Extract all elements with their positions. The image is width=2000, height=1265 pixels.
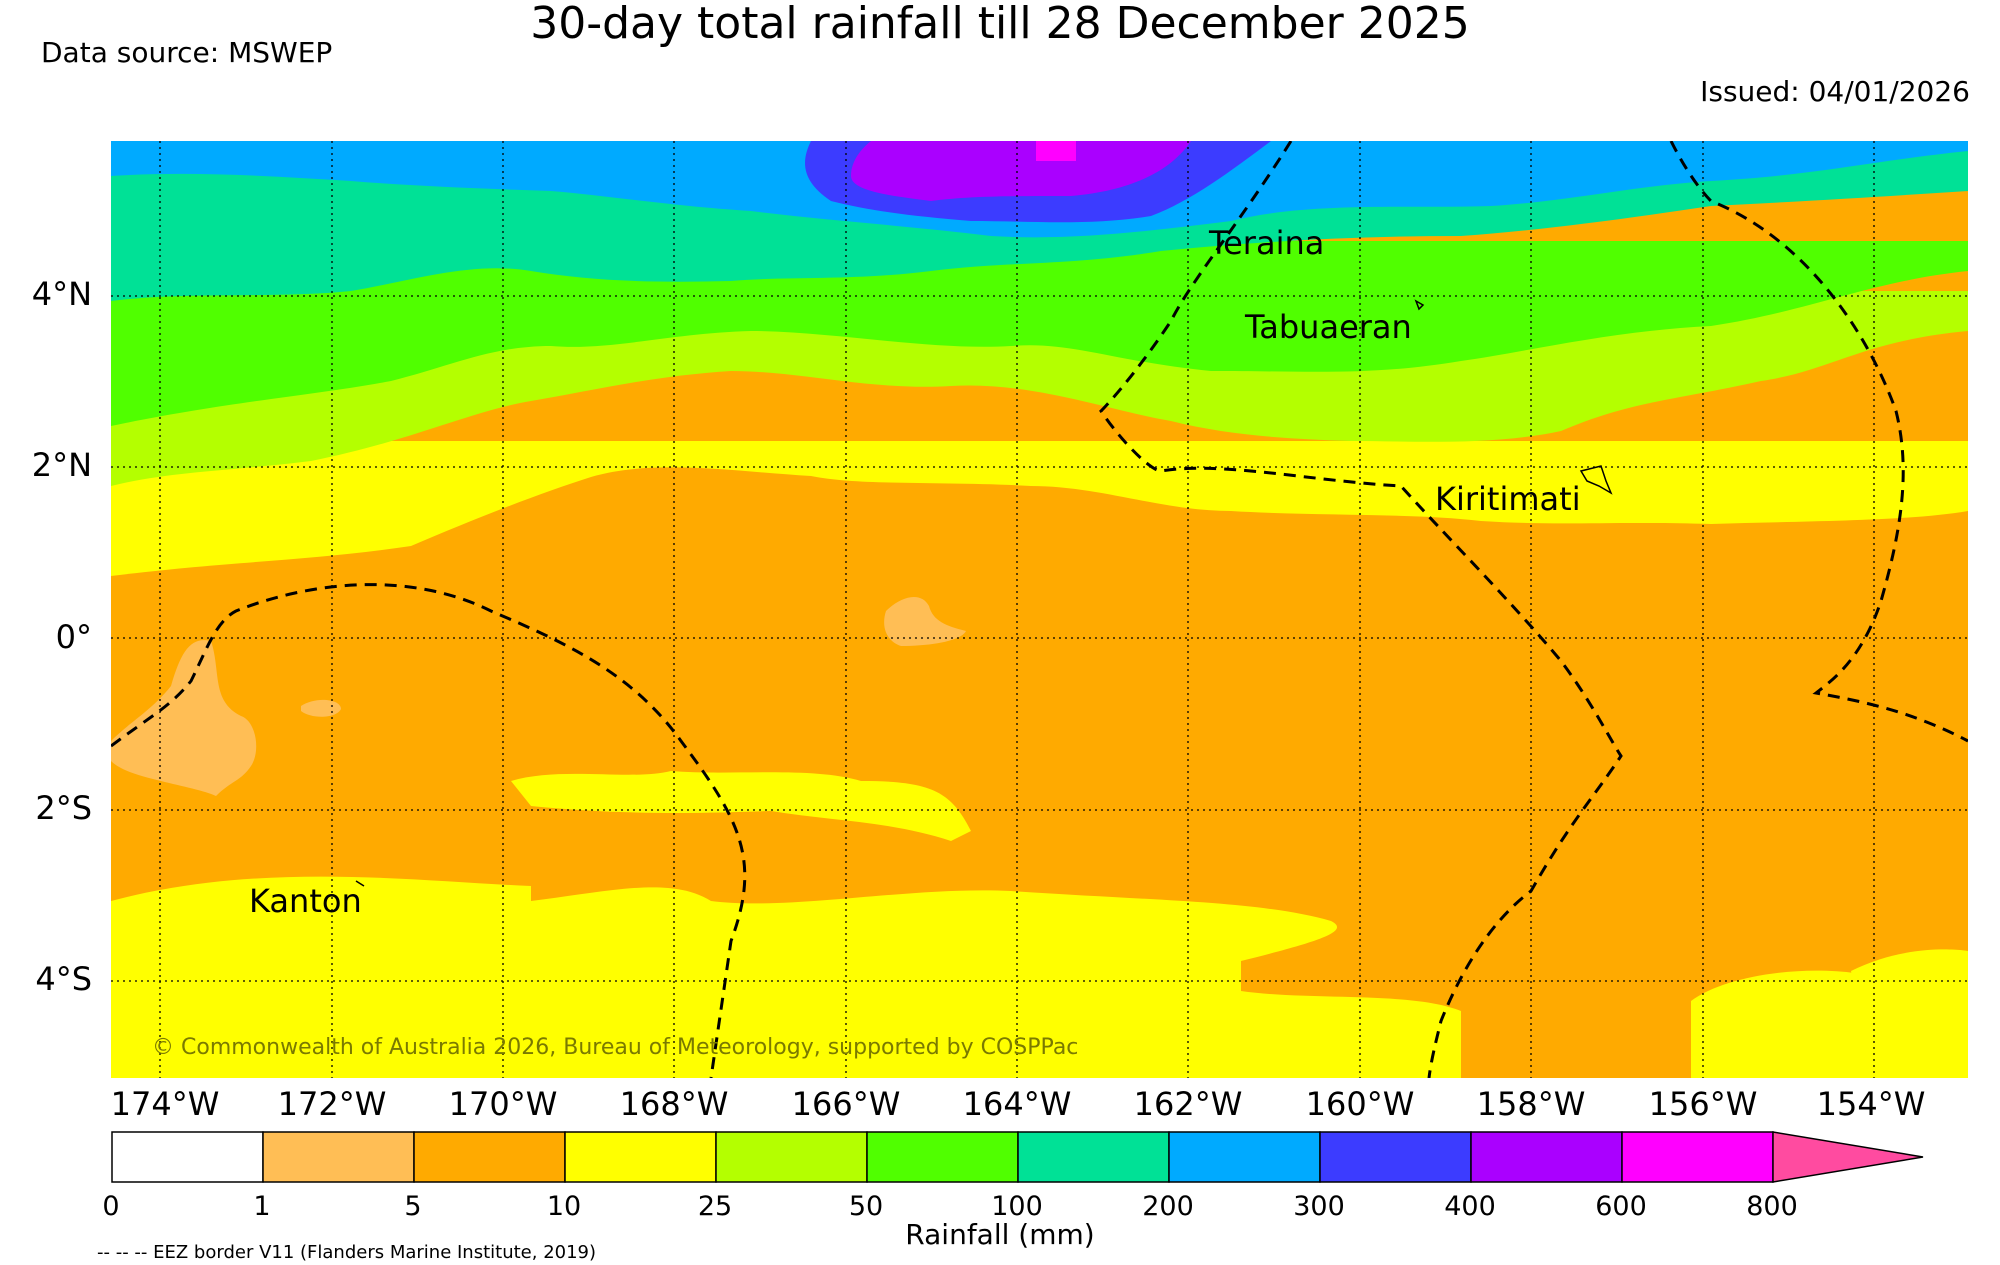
colorbar-extend-arrow: [1772, 1131, 1924, 1183]
colorbar-segment: [715, 1131, 868, 1183]
band-1-5-central: [884, 596, 966, 646]
colorbar-tick-label: 50: [848, 1191, 884, 1222]
y-tick: 4°S: [35, 960, 92, 998]
x-tick: 156°W: [1648, 1085, 1758, 1123]
colorbar-segment: [262, 1131, 415, 1183]
colorbar-tick-label: 400: [1444, 1191, 1496, 1222]
label-tabuaeran: Tabuaeran: [1245, 308, 1412, 346]
colorbar-segment: [111, 1131, 264, 1183]
colorbar-segment: [413, 1131, 566, 1183]
colorbar-segment: [1017, 1131, 1170, 1183]
x-tick: 164°W: [962, 1085, 1072, 1123]
label-kanton: Kanton: [249, 882, 362, 920]
x-tick: 162°W: [1133, 1085, 1243, 1123]
x-tick: 168°W: [619, 1085, 729, 1123]
colorbar-segment: [866, 1131, 1019, 1183]
x-tick: 158°W: [1476, 1085, 1586, 1123]
colorbar-segment: [1319, 1131, 1472, 1183]
colorbar-segment: [564, 1131, 717, 1183]
band-1-5-small: [301, 699, 341, 717]
issued-date: Issued: 04/01/2026: [1700, 75, 1970, 108]
chart-title: 30-day total rainfall till 28 December 2…: [530, 0, 1470, 49]
colorbar-tick-label: 800: [1746, 1191, 1798, 1222]
colorbar-segment: [1168, 1131, 1321, 1183]
colorbar-tick-label: 100: [991, 1191, 1043, 1222]
band-10-25-south: [111, 876, 1461, 1078]
graticule: [111, 141, 1968, 1078]
y-tick: 4°N: [31, 275, 92, 313]
y-tick: 2°S: [35, 789, 92, 827]
colorbar-segment: [1621, 1131, 1774, 1183]
island-kiritimati: [1579, 465, 1613, 495]
x-tick: 174°W: [110, 1085, 220, 1123]
colorbar: [111, 1131, 1931, 1191]
rainfall-map: [111, 141, 1968, 1078]
band-50-100: [111, 241, 1968, 426]
band-600-800: [1036, 141, 1076, 161]
colorbar-tick-label: 5: [404, 1191, 422, 1222]
x-tick: 154°W: [1816, 1085, 1926, 1123]
colorbar-tick-label: 600: [1595, 1191, 1647, 1222]
band-1-5-west: [111, 640, 257, 796]
x-tick: 160°W: [1305, 1085, 1415, 1123]
band-10-25-southeast-fill: [1851, 949, 1968, 1078]
y-tick: 2°N: [31, 446, 92, 484]
eez-border: [111, 141, 1968, 1078]
colorbar-title: Rainfall (mm): [905, 1218, 1095, 1251]
x-tick: 172°W: [277, 1085, 387, 1123]
band-10-25-tongue: [511, 771, 971, 841]
colorbar-tick-label: 1: [253, 1191, 271, 1222]
band-10-25-north: [111, 441, 1968, 576]
eez-legend: -- -- -- EEZ border V11 (Flanders Marine…: [97, 1242, 597, 1263]
label-kiritimati: Kiritimati: [1435, 480, 1581, 518]
label-teraina: Teraina: [1209, 224, 1325, 262]
colorbar-tick-label: 25: [697, 1191, 733, 1222]
colorbar-tick-label: 10: [546, 1191, 582, 1222]
data-source: Data source: MSWEP: [41, 36, 333, 69]
colorbar-tick-label: 200: [1142, 1191, 1194, 1222]
x-tick: 170°W: [448, 1085, 558, 1123]
colorbar-tick-label: 0: [102, 1191, 120, 1222]
island-kanton: [355, 880, 365, 887]
island-tabuaeran: [1414, 299, 1425, 311]
y-tick: 0°: [55, 618, 92, 656]
colorbar-tick-label: 300: [1293, 1191, 1345, 1222]
x-tick: 166°W: [791, 1085, 901, 1123]
band-400-600: [851, 141, 1191, 201]
copyright-notice: © Commonwealth of Australia 2026, Bureau…: [152, 1035, 1079, 1060]
colorbar-segment: [1470, 1131, 1623, 1183]
